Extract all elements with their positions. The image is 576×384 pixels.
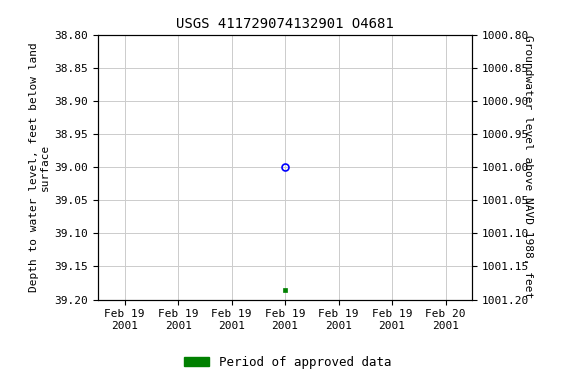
Y-axis label: Groundwater level above NAVD 1988, feet: Groundwater level above NAVD 1988, feet: [524, 35, 533, 299]
Title: USGS 411729074132901 O4681: USGS 411729074132901 O4681: [176, 17, 394, 31]
Y-axis label: Depth to water level, feet below land
surface: Depth to water level, feet below land su…: [29, 42, 50, 292]
Legend: Period of approved data: Period of approved data: [179, 351, 397, 374]
